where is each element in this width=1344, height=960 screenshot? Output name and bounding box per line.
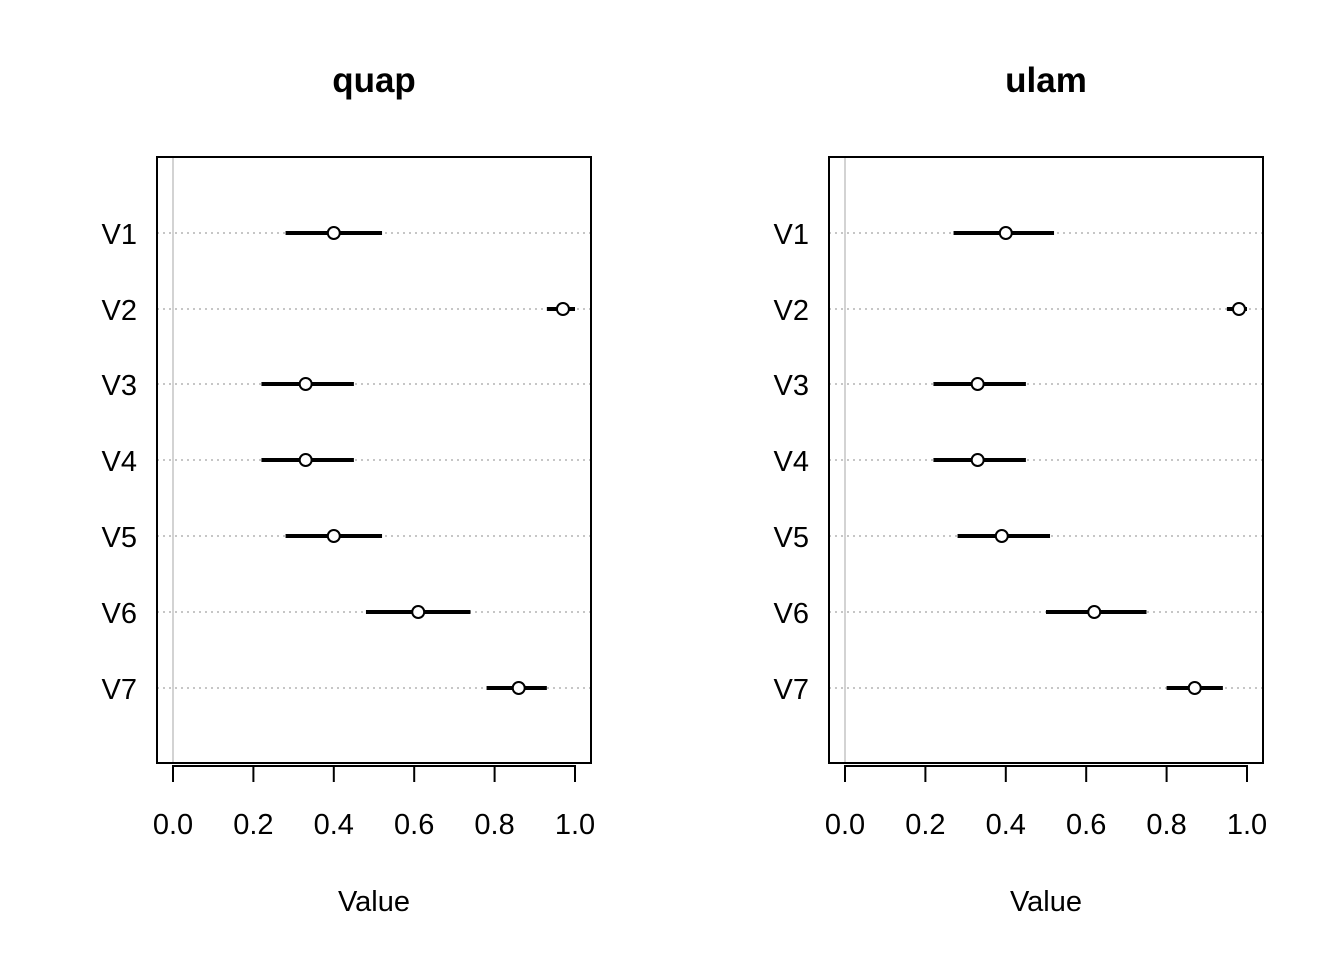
mean-point — [411, 605, 426, 619]
category-label: V7 — [102, 674, 137, 706]
x-tick-label: 0.4 — [314, 809, 354, 841]
chart-title: ulam — [1005, 61, 1087, 100]
x-tick-label: 0.8 — [1146, 809, 1186, 841]
category-label: V4 — [102, 446, 137, 478]
x-tick-label: 0.6 — [1066, 809, 1106, 841]
mean-point — [994, 529, 1009, 543]
category-label: V6 — [774, 598, 809, 630]
category-label: V3 — [102, 370, 137, 402]
panel-quap: quap Value 0.0 0.2 0.4 0.6 0.8 1.0 V1 V2 V3 V4 V5 V… — [102, 61, 596, 918]
plot-frame — [828, 156, 1264, 764]
x-tick-label: 0.0 — [153, 809, 193, 841]
category-label: V3 — [774, 370, 809, 402]
category-label: V5 — [774, 522, 809, 554]
category-label: V2 — [102, 295, 137, 327]
category-label: V2 — [774, 295, 809, 327]
mean-point — [998, 226, 1013, 240]
x-tick-label: 0.4 — [986, 809, 1026, 841]
mean-point — [1087, 605, 1102, 619]
mean-point — [1187, 681, 1202, 695]
mean-point — [970, 453, 985, 467]
mean-point — [970, 377, 985, 391]
x-tick-label: 0.2 — [233, 809, 273, 841]
category-label: V7 — [774, 674, 809, 706]
mean-point — [326, 529, 341, 543]
x-tick-label: 1.0 — [555, 809, 595, 841]
category-label: V4 — [774, 446, 809, 478]
mean-point — [511, 681, 526, 695]
x-axis-label: Value — [1010, 886, 1082, 918]
mean-point — [298, 453, 313, 467]
mean-point — [555, 302, 570, 316]
panel-ulam: ulam Value 0.0 0.2 0.4 0.6 0.8 1.0 V1 V2 V3 V4 V5 V… — [774, 61, 1268, 918]
plot-frame — [156, 156, 592, 764]
mean-point — [1231, 302, 1246, 316]
category-label: V6 — [102, 598, 137, 630]
category-label: V1 — [102, 219, 137, 251]
mean-point — [326, 226, 341, 240]
x-tick-label: 1.0 — [1227, 809, 1267, 841]
category-label: V5 — [102, 522, 137, 554]
x-tick-label: 0.6 — [394, 809, 434, 841]
chart-title: quap — [332, 61, 416, 100]
mean-point — [298, 377, 313, 391]
x-tick-label: 0.0 — [825, 809, 865, 841]
x-tick-label: 0.8 — [474, 809, 514, 841]
x-axis-label: Value — [338, 886, 410, 918]
category-label: V1 — [774, 219, 809, 251]
x-tick-label: 0.2 — [905, 809, 945, 841]
